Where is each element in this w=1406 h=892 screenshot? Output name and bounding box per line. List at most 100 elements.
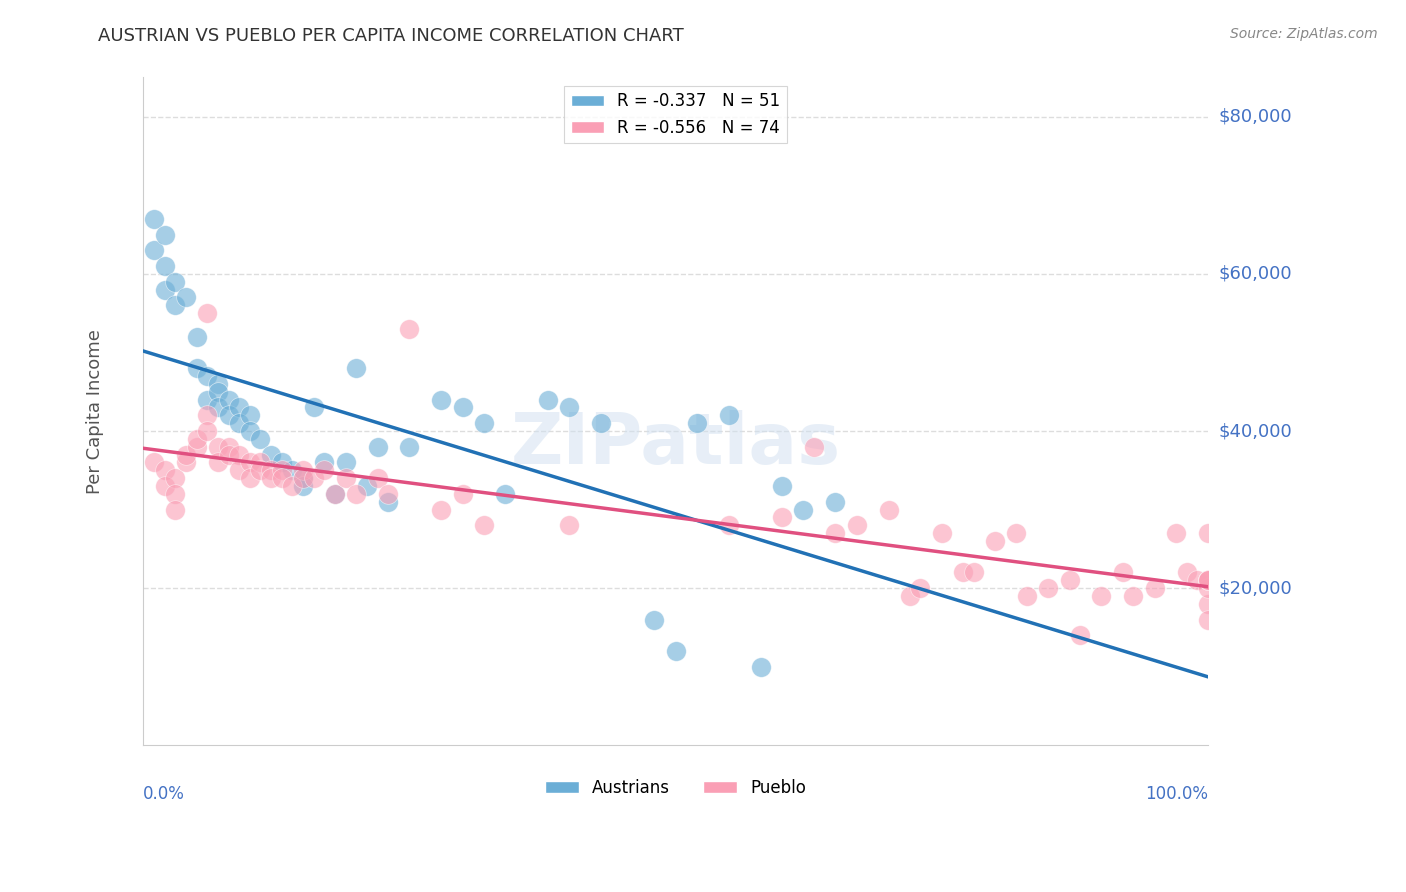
Point	[367, 440, 389, 454]
Point	[1197, 581, 1219, 595]
Point	[186, 329, 208, 343]
Point	[314, 463, 336, 477]
Point	[239, 455, 262, 469]
Point	[1197, 574, 1219, 588]
Point	[356, 479, 378, 493]
Point	[1143, 581, 1166, 595]
Point	[207, 384, 229, 399]
Point	[302, 401, 325, 415]
Point	[270, 455, 292, 469]
Point	[1197, 613, 1219, 627]
Text: $80,000: $80,000	[1219, 108, 1292, 126]
Point	[249, 432, 271, 446]
Point	[1112, 566, 1135, 580]
Point	[377, 487, 399, 501]
Point	[249, 455, 271, 469]
Point	[1059, 574, 1081, 588]
Point	[228, 401, 250, 415]
Point	[314, 455, 336, 469]
Point	[165, 298, 187, 312]
Legend: Austrians, Pueblo: Austrians, Pueblo	[538, 772, 813, 804]
Point	[803, 440, 825, 454]
Point	[1197, 597, 1219, 611]
Point	[260, 471, 283, 485]
Point	[292, 463, 315, 477]
Point	[1187, 574, 1209, 588]
Point	[260, 463, 283, 477]
Point	[377, 494, 399, 508]
Point	[824, 494, 846, 508]
Point	[877, 502, 900, 516]
Point	[165, 502, 187, 516]
Point	[174, 455, 197, 469]
Point	[770, 510, 793, 524]
Point	[239, 471, 262, 485]
Point	[335, 455, 357, 469]
Point	[1197, 574, 1219, 588]
Point	[260, 448, 283, 462]
Point	[398, 440, 420, 454]
Point	[323, 487, 346, 501]
Point	[153, 227, 176, 242]
Point	[1197, 526, 1219, 541]
Point	[195, 306, 218, 320]
Point	[1197, 574, 1219, 588]
Point	[207, 401, 229, 415]
Point	[195, 409, 218, 423]
Point	[910, 581, 932, 595]
Point	[451, 487, 474, 501]
Point	[1197, 574, 1219, 588]
Point	[770, 479, 793, 493]
Point	[153, 283, 176, 297]
Point	[218, 409, 240, 423]
Point	[143, 455, 166, 469]
Point	[749, 659, 772, 673]
Point	[717, 518, 740, 533]
Point	[344, 361, 367, 376]
Point	[153, 463, 176, 477]
Point	[270, 463, 292, 477]
Point	[398, 322, 420, 336]
Point	[367, 471, 389, 485]
Point	[931, 526, 953, 541]
Point	[228, 463, 250, 477]
Text: AUSTRIAN VS PUEBLO PER CAPITA INCOME CORRELATION CHART: AUSTRIAN VS PUEBLO PER CAPITA INCOME COR…	[98, 27, 685, 45]
Point	[195, 392, 218, 407]
Point	[186, 361, 208, 376]
Point	[239, 409, 262, 423]
Point	[207, 376, 229, 391]
Text: $60,000: $60,000	[1219, 265, 1292, 283]
Point	[165, 275, 187, 289]
Point	[323, 487, 346, 501]
Text: $40,000: $40,000	[1219, 422, 1292, 440]
Point	[1175, 566, 1198, 580]
Point	[1069, 628, 1091, 642]
Point	[898, 589, 921, 603]
Point	[302, 471, 325, 485]
Point	[1090, 589, 1112, 603]
Point	[984, 534, 1007, 549]
Point	[824, 526, 846, 541]
Point	[218, 448, 240, 462]
Point	[558, 518, 581, 533]
Point	[558, 401, 581, 415]
Point	[430, 502, 453, 516]
Point	[186, 440, 208, 454]
Point	[717, 409, 740, 423]
Point	[952, 566, 974, 580]
Point	[451, 401, 474, 415]
Point	[963, 566, 986, 580]
Point	[1164, 526, 1187, 541]
Text: 100.0%: 100.0%	[1144, 785, 1208, 804]
Text: Source: ZipAtlas.com: Source: ZipAtlas.com	[1230, 27, 1378, 41]
Point	[1122, 589, 1144, 603]
Point	[195, 424, 218, 438]
Point	[281, 463, 304, 477]
Point	[207, 455, 229, 469]
Text: Per Capita Income: Per Capita Income	[86, 329, 104, 494]
Point	[792, 502, 814, 516]
Point	[228, 448, 250, 462]
Point	[228, 416, 250, 430]
Point	[591, 416, 613, 430]
Point	[344, 487, 367, 501]
